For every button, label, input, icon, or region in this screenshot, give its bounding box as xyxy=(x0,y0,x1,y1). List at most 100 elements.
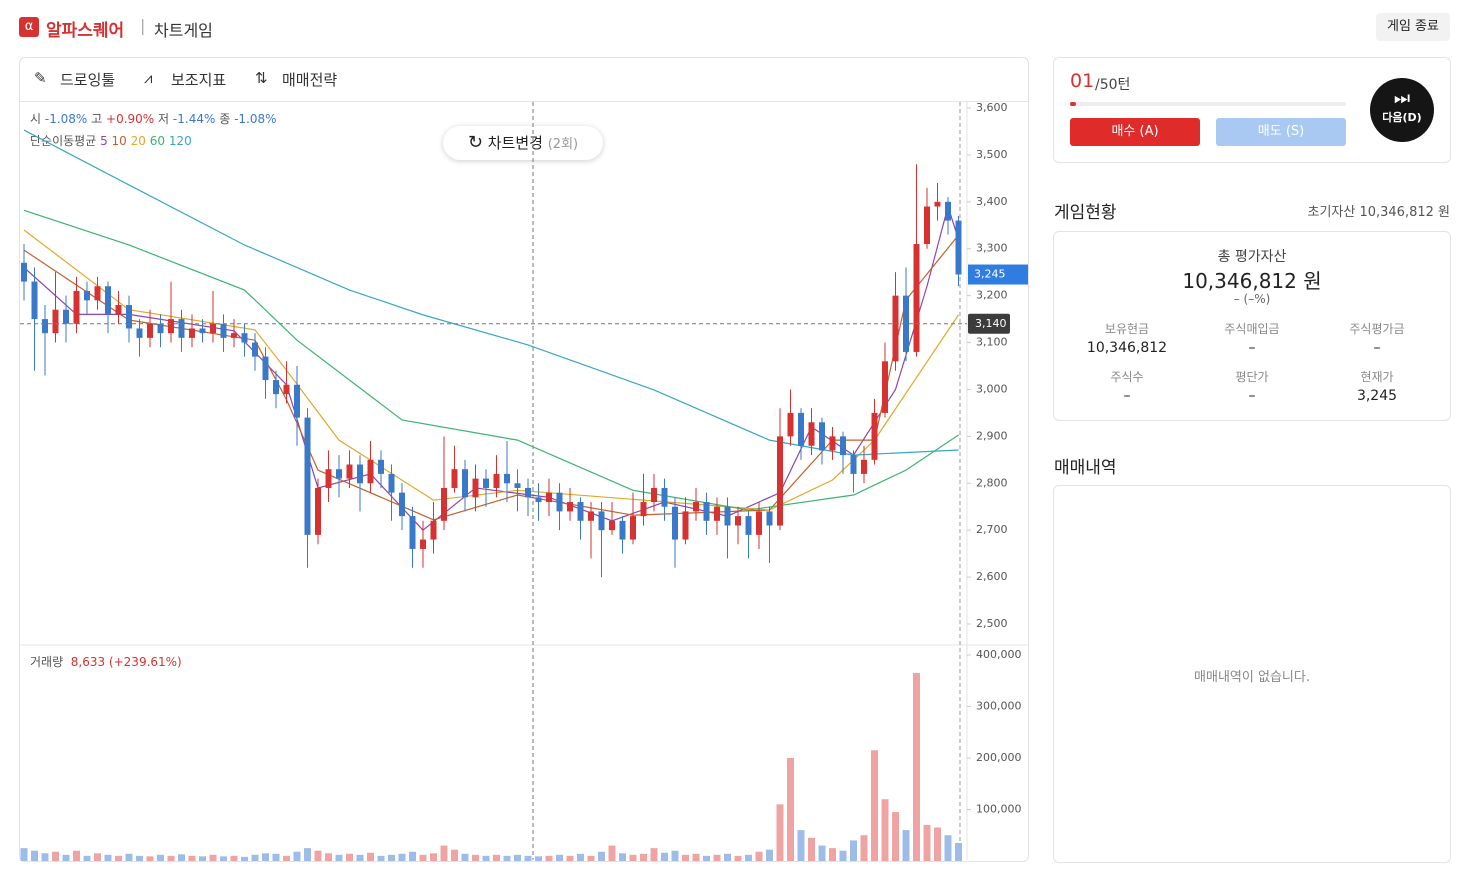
y-tick-label: 2,500 xyxy=(976,617,1008,630)
chart-panel xyxy=(19,57,1029,862)
candle-body xyxy=(808,422,815,446)
candle-body xyxy=(220,323,227,338)
sell-button[interactable]: 매도 (S) xyxy=(1216,118,1346,146)
tool[interactable]: 매매전략 xyxy=(282,71,338,89)
candle-body xyxy=(913,244,920,352)
candle-body xyxy=(693,502,699,512)
y-tick-label: 3,200 xyxy=(976,289,1008,302)
candle-body xyxy=(945,201,951,221)
candle-body xyxy=(84,290,90,301)
y-tick-label: 3,300 xyxy=(976,242,1008,255)
volume-bar xyxy=(325,853,332,861)
candle-body xyxy=(672,506,678,540)
volume-bar xyxy=(398,853,406,861)
candle-body xyxy=(598,511,605,531)
candle-body xyxy=(525,487,531,498)
y-tick-label: 2,700 xyxy=(976,523,1008,536)
volume-bar xyxy=(493,854,500,861)
candle-body xyxy=(231,333,237,338)
volume-bar xyxy=(440,845,448,861)
divider: | xyxy=(140,16,146,35)
candle-body xyxy=(252,342,258,357)
change-count: (2회) xyxy=(547,137,579,152)
y-tick-label: 2,600 xyxy=(976,570,1008,583)
ma-line xyxy=(23,209,959,511)
volume-title: 거래량 xyxy=(30,655,64,669)
buy-button[interactable]: 매수 (A) xyxy=(1070,118,1200,146)
candle-body xyxy=(399,492,405,517)
volume-tick-label: 400,000 xyxy=(976,648,1022,661)
volume-bar xyxy=(766,849,773,861)
volume-bar xyxy=(535,856,542,861)
candle-body xyxy=(94,286,101,301)
volume-bar xyxy=(430,853,437,861)
volume-bar xyxy=(304,848,311,861)
candle-body xyxy=(630,516,636,540)
tool[interactable]: 보조지표 xyxy=(171,71,227,89)
turn-current: 01 xyxy=(1070,70,1095,92)
volume-tick-label: 300,000 xyxy=(976,700,1022,713)
next-label: 다음(D) xyxy=(1382,111,1422,124)
turn-total: /50턴 xyxy=(1095,77,1131,93)
candle-body xyxy=(651,487,657,503)
next-button[interactable]: ⏭ 다음(D) xyxy=(1370,78,1434,142)
info-label: 시 xyxy=(30,112,42,126)
end-button[interactable]: 게임 종료 xyxy=(1376,13,1450,41)
ma-line xyxy=(23,234,959,521)
status-cell: 주식매입금 – xyxy=(1189,320,1315,356)
info-label: 고 xyxy=(91,112,103,126)
volume-bar xyxy=(125,853,133,861)
volume-bar xyxy=(472,854,479,861)
tool[interactable]: 드로잉툴 xyxy=(60,71,116,89)
candle-body xyxy=(346,464,353,479)
volume-bar xyxy=(556,854,563,861)
candle-body xyxy=(493,473,500,488)
current-price-box xyxy=(968,264,1028,285)
volume-bar xyxy=(650,848,658,861)
volume-bar xyxy=(671,850,679,861)
volume-bar xyxy=(167,855,175,861)
candle-body xyxy=(294,384,300,418)
volume-bar xyxy=(419,854,427,861)
candle-body xyxy=(73,290,80,324)
tool-icon: ✎ xyxy=(34,69,47,87)
brand[interactable]: 알파스퀘어 xyxy=(46,21,125,41)
candle-body xyxy=(336,469,342,479)
candle-body xyxy=(105,286,111,315)
history-panel: 매매내역이 없습니다. xyxy=(1053,485,1451,863)
ohlc-info: 시 -1.08% 고 +0.90% 저 -1.44% 종 -1.08% xyxy=(30,110,277,127)
volume-bar xyxy=(482,855,490,861)
volume-legend: 거래량 8,633 (+239.61%) xyxy=(30,653,182,670)
cell-label: 평단가 xyxy=(1235,370,1269,384)
volume-bar xyxy=(356,854,364,861)
candle-body xyxy=(955,220,962,275)
total-label: 총 평가자산 xyxy=(1217,249,1287,265)
status-cell: 평단가 – xyxy=(1189,368,1315,404)
candle-body xyxy=(283,384,290,395)
candle-body xyxy=(304,417,311,535)
legend-entry: 10 xyxy=(111,134,127,148)
total-value: 10,346,812 원 xyxy=(1182,269,1322,293)
candle-body xyxy=(703,502,710,521)
legend-entry: 5 xyxy=(100,134,108,148)
volume-bar xyxy=(850,840,857,861)
cell-value: – xyxy=(1248,388,1256,404)
volume-bar xyxy=(115,855,122,861)
candle-body xyxy=(892,295,899,362)
volume-bar xyxy=(955,842,962,861)
volume-bar xyxy=(346,853,353,861)
status-title: 게임현황 xyxy=(1054,203,1117,223)
progress-fill xyxy=(1070,102,1076,106)
volume-bar xyxy=(136,855,143,861)
volume-bar xyxy=(692,853,700,861)
candle-body xyxy=(861,459,867,474)
y-tick-label: 3,500 xyxy=(976,148,1008,161)
candle-body xyxy=(787,412,794,437)
candle-body xyxy=(924,206,930,245)
volume-bar xyxy=(377,855,385,861)
volume-bar xyxy=(608,845,616,861)
change-chart-button[interactable]: ↻ 차트변경 (2회) xyxy=(443,126,603,160)
volume-bar xyxy=(73,850,80,861)
volume-bar xyxy=(734,855,742,861)
info-value: -1.08% xyxy=(234,112,277,126)
